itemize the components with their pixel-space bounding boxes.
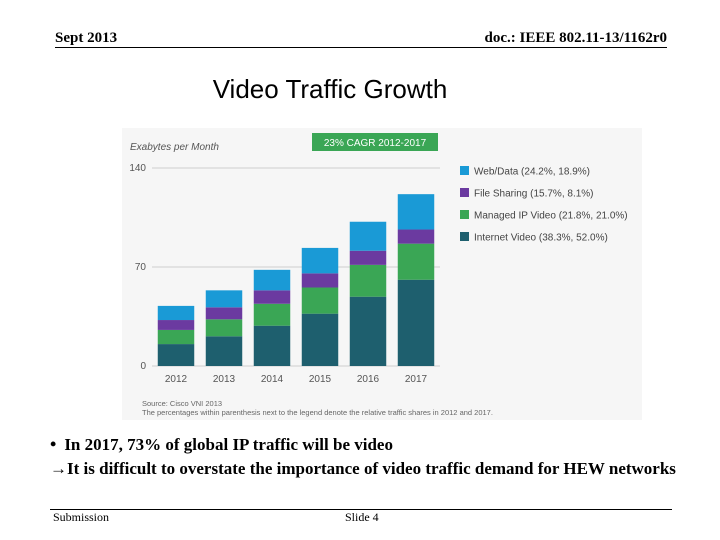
bar-segment <box>397 279 435 366</box>
arrow-icon: → <box>50 459 67 478</box>
bullet-text-1: In 2017, 73% of global IP traffic will b… <box>64 435 393 454</box>
x-tick-label: 2016 <box>357 374 380 385</box>
y-tick-label: 70 <box>135 262 147 273</box>
bar-segment <box>349 264 387 297</box>
x-tick-label: 2015 <box>309 374 332 385</box>
bar-segment <box>301 273 339 288</box>
stacked-bar-chart: Exabytes per Month 23% CAGR 2012-2017 14… <box>129 133 628 417</box>
bar-segment <box>205 336 243 366</box>
header-doc-id: doc.: IEEE 802.11-13/1162r0 <box>484 30 667 46</box>
chart-source: Source: Cisco VNI 2013 <box>142 399 222 408</box>
legend-label: Internet Video (38.3%, 52.0%) <box>474 233 608 244</box>
bullet-text-2: It is difficult to overstate the importa… <box>67 459 676 478</box>
chart-note: The percentages within parenthesis next … <box>142 408 493 417</box>
bar-segment <box>253 303 291 326</box>
y-tick-label: 0 <box>140 361 146 372</box>
legend-swatch <box>460 166 469 175</box>
bar-segment <box>253 290 291 304</box>
bar-segment <box>397 229 435 244</box>
legend-label: File Sharing (15.7%, 8.1%) <box>474 189 594 200</box>
x-tick-label: 2017 <box>405 374 428 385</box>
legend-label: Managed IP Video (21.8%, 21.0%) <box>474 211 628 222</box>
cagr-badge-label: 23% CAGR 2012-2017 <box>324 138 427 149</box>
footer-divider <box>50 509 672 510</box>
legend-swatch <box>460 188 469 197</box>
bar-segment <box>205 319 243 337</box>
slide-title: Video Traffic Growth <box>212 74 448 104</box>
cagr-badge <box>312 133 438 151</box>
bar-segment <box>349 221 387 251</box>
footer-submission: Submission <box>53 510 110 524</box>
bar-segment <box>157 305 195 321</box>
bar-segment <box>301 247 339 274</box>
bullet-list: • In 2017, 73% of global IP traffic will … <box>50 432 710 481</box>
bar-segment <box>397 194 435 230</box>
y-axis-label: Exabytes per Month <box>130 142 219 153</box>
x-tick-labels: 2012 2013 2014 2015 2016 2017 <box>165 374 428 385</box>
bar-segment <box>301 287 339 314</box>
bar-segment <box>349 250 387 265</box>
bar-segment <box>157 329 195 345</box>
header-date: Sept 2013 <box>55 30 118 46</box>
header-divider <box>55 47 667 48</box>
bar-segment <box>301 313 339 366</box>
bar-segment <box>157 344 195 366</box>
chart-panel: Exabytes per Month 23% CAGR 2012-2017 14… <box>122 128 642 420</box>
grid-lines: 140 70 0 <box>129 163 440 372</box>
bar-segment <box>349 296 387 366</box>
bar-segment <box>253 269 291 291</box>
x-tick-label: 2013 <box>213 374 236 385</box>
legend: Web/Data (24.2%, 18.9%) File Sharing (15.… <box>460 166 628 244</box>
bar-segment <box>205 307 243 320</box>
y-tick-label: 140 <box>129 163 146 174</box>
bullet-item-1: • In 2017, 73% of global IP traffic will … <box>50 432 710 457</box>
legend-swatch <box>460 210 469 219</box>
x-tick-label: 2014 <box>261 374 284 385</box>
bar-segment <box>397 243 435 280</box>
legend-swatch <box>460 232 469 241</box>
bar-segment <box>157 320 195 330</box>
bullet-dot-icon: • <box>50 434 57 454</box>
bar-segment <box>253 325 291 366</box>
footer-slide-number: Slide 4 <box>345 510 379 524</box>
bullet-item-2: →It is difficult to overstate the import… <box>50 457 710 481</box>
x-tick-label: 2012 <box>165 374 188 385</box>
bars-group <box>157 194 435 366</box>
bar-segment <box>205 290 243 308</box>
legend-label: Web/Data (24.2%, 18.9%) <box>474 167 590 178</box>
